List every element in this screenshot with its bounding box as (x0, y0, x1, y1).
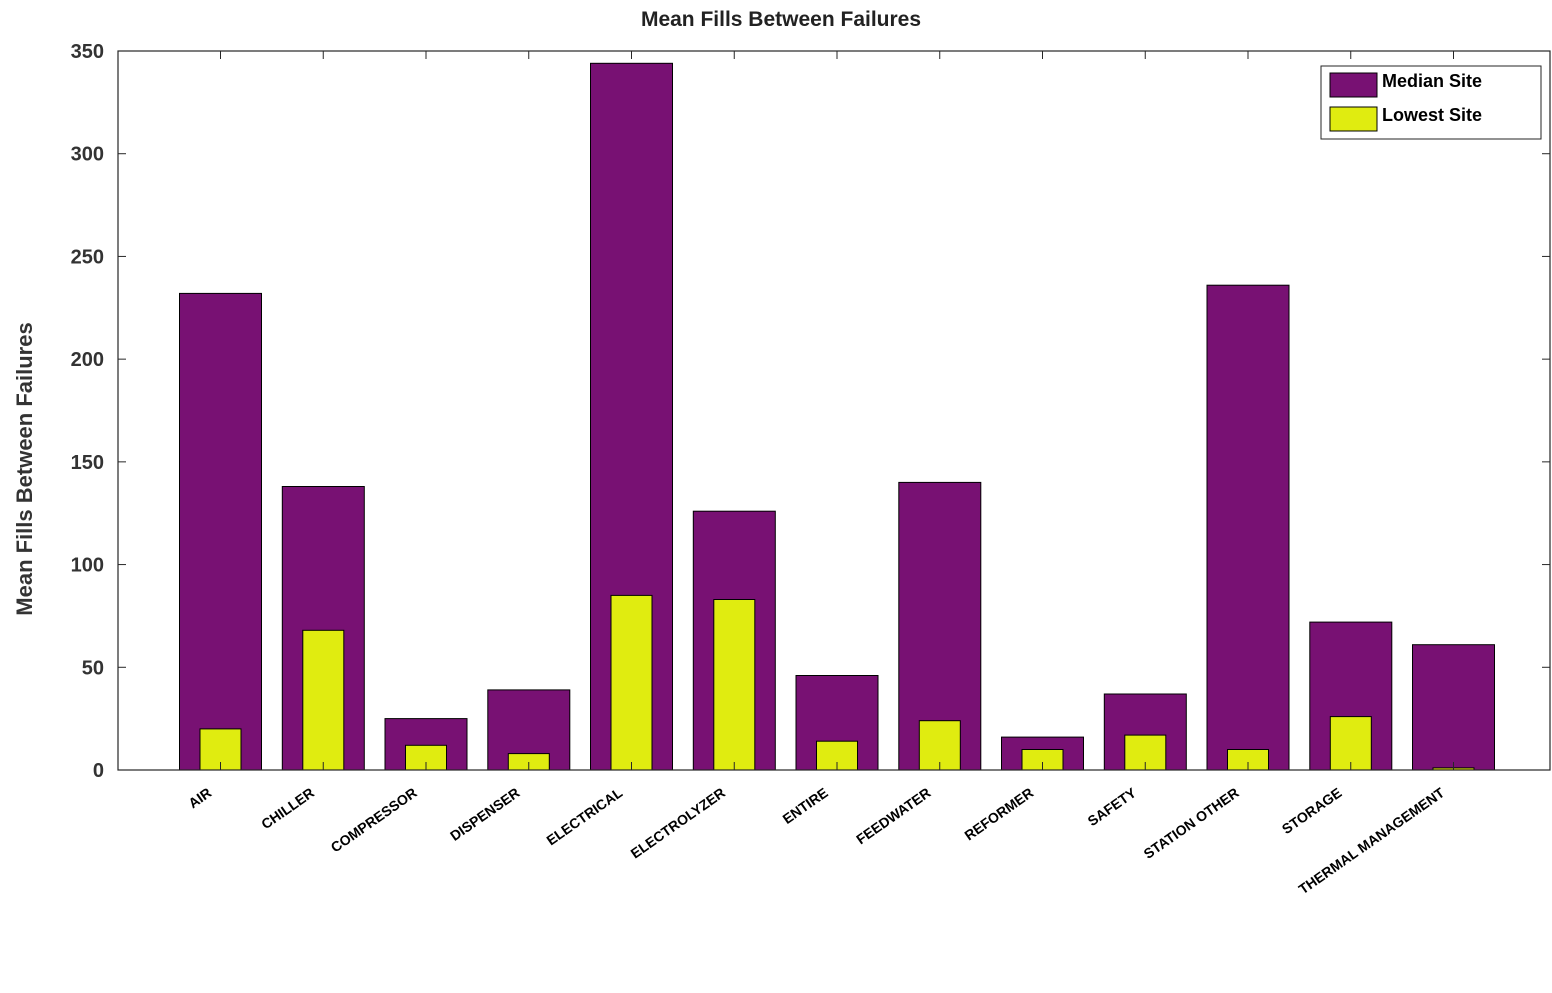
x-tick-labels: AIR CHILLER COMPRESSOR DISPENSER ELECTRICAL E… (185, 784, 1447, 897)
ytick-label-150: 150 (71, 452, 104, 474)
ytick-label-250: 250 (71, 246, 104, 268)
ytick-label-200: 200 (71, 349, 104, 371)
ytick-label-300: 300 (71, 144, 104, 166)
xtick-label-dispenser: DISPENSER (447, 784, 522, 844)
xtick-label-chiller: CHILLER (258, 784, 317, 832)
bar-median-site-air (179, 292, 262, 771)
axis-ticks (118, 50, 1550, 771)
bar-lowest-site-feedwater (918, 720, 961, 771)
plot-frame (117, 50, 1551, 771)
xtick-label-station-other: STATION OTHER (1141, 784, 1242, 861)
bar-lowest-site-electrical (610, 594, 653, 771)
xtick-label-electrolyzer: ELECTROLYZER (628, 784, 729, 861)
xtick-label-safety: SAFETY (1085, 784, 1140, 829)
xtick-label-entire: ENTIRE (779, 784, 830, 827)
y-axis-label: Mean Fills Between Failures (12, 322, 37, 615)
xtick-label-electrical: ELECTRICAL (543, 784, 625, 848)
xtick-label-air: AIR (185, 784, 214, 811)
bar-lowest-site-electrolyzer (713, 599, 756, 771)
ytick-label-100: 100 (71, 555, 104, 577)
legend-label-lowest-site: Lowest Site (1382, 105, 1482, 125)
chart-title: Mean Fills Between Failures (641, 8, 921, 31)
bars-group (179, 62, 1495, 771)
bar-lowest-site-storage (1329, 716, 1372, 771)
bar-median-site-station-other (1206, 284, 1290, 771)
bar-median-site-thermal-management (1412, 644, 1495, 771)
ytick-label-0: 0 (93, 760, 104, 782)
xtick-label-reformer: REFORMER (961, 784, 1036, 843)
ytick-label-350: 350 (71, 41, 104, 63)
bar-median-site-dispenser (487, 689, 571, 771)
legend: Median Site Lowest Site (1320, 65, 1542, 140)
ytick-label-50: 50 (82, 657, 104, 679)
xtick-label-compressor: COMPRESSOR (328, 784, 420, 855)
bar-lowest-site-chiller (302, 629, 345, 771)
legend-swatch-lowest-site (1329, 106, 1378, 132)
legend-label-median-site: Median Site (1382, 71, 1482, 91)
xtick-label-storage: STORAGE (1279, 784, 1345, 837)
legend-swatch-median-site (1329, 72, 1378, 98)
xtick-label-feedwater: FEEDWATER (853, 784, 933, 847)
y-tick-labels: 0 50 100 150 200 250 300 350 (71, 41, 104, 782)
